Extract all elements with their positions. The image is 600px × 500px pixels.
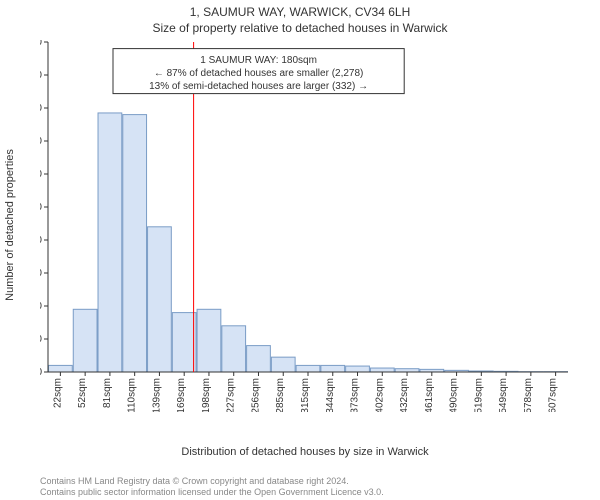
- svg-text:549sqm: 549sqm: [498, 378, 509, 412]
- histogram-bar: [271, 357, 295, 372]
- annotation-line: ← 87% of detached houses are smaller (2,…: [154, 68, 364, 79]
- annotation-line: 1 SAUMUR WAY: 180sqm: [200, 55, 317, 66]
- chart-container: Number of detached properties 0100200300…: [40, 40, 570, 410]
- histogram-bar: [98, 113, 122, 372]
- histogram-bar: [73, 309, 97, 372]
- svg-text:344sqm: 344sqm: [325, 378, 336, 412]
- histogram-bar: [321, 365, 345, 372]
- page-subtitle: Size of property relative to detached ho…: [0, 19, 600, 39]
- svg-text:373sqm: 373sqm: [350, 378, 361, 412]
- svg-text:500: 500: [40, 202, 42, 213]
- svg-text:900: 900: [40, 70, 42, 81]
- histogram-chart: 0 100 200 300 400 500 600 700 800 900 1000 22sqm 52s…: [40, 40, 572, 412]
- svg-text:285sqm: 285sqm: [275, 378, 286, 412]
- svg-text:256sqm: 256sqm: [250, 378, 261, 412]
- svg-text:600: 600: [40, 169, 42, 180]
- svg-text:110sqm: 110sqm: [127, 378, 138, 412]
- histogram-bar: [370, 368, 394, 372]
- svg-text:800: 800: [40, 103, 42, 114]
- histogram-bar: [346, 366, 370, 372]
- svg-text:432sqm: 432sqm: [399, 378, 410, 412]
- histogram-bar: [49, 365, 73, 372]
- histogram-bar: [172, 313, 196, 372]
- footer-line-2: Contains public sector information licen…: [40, 487, 600, 498]
- footer-line-1: Contains HM Land Registry data © Crown c…: [40, 476, 600, 487]
- svg-text:607sqm: 607sqm: [548, 378, 559, 412]
- svg-text:490sqm: 490sqm: [449, 378, 460, 412]
- footer-attribution: Contains HM Land Registry data © Crown c…: [0, 476, 600, 498]
- svg-text:81sqm: 81sqm: [102, 378, 113, 408]
- svg-text:52sqm: 52sqm: [77, 378, 88, 408]
- x-axis-label: Distribution of detached houses by size …: [181, 446, 428, 458]
- svg-text:300: 300: [40, 268, 42, 279]
- svg-text:139sqm: 139sqm: [151, 378, 162, 412]
- svg-text:700: 700: [40, 136, 42, 147]
- svg-text:0: 0: [40, 367, 42, 378]
- histogram-bar: [148, 227, 172, 372]
- svg-text:227sqm: 227sqm: [226, 378, 237, 412]
- svg-text:200: 200: [40, 301, 42, 312]
- annotation-line: 13% of semi-detached houses are larger (…: [149, 81, 368, 92]
- histogram-bar: [247, 346, 271, 372]
- svg-text:315sqm: 315sqm: [300, 378, 311, 412]
- svg-text:198sqm: 198sqm: [201, 378, 212, 412]
- svg-text:100: 100: [40, 334, 42, 345]
- svg-text:578sqm: 578sqm: [523, 378, 534, 412]
- histogram-bar: [197, 309, 221, 372]
- y-axis-label: Number of detached properties: [4, 149, 16, 301]
- histogram-bar: [123, 115, 147, 372]
- svg-text:1000: 1000: [40, 40, 42, 48]
- svg-text:402sqm: 402sqm: [374, 378, 385, 412]
- histogram-bar: [296, 365, 320, 372]
- svg-text:519sqm: 519sqm: [473, 378, 484, 412]
- svg-text:461sqm: 461sqm: [424, 378, 435, 412]
- svg-text:400: 400: [40, 235, 42, 246]
- page-title-address: 1, SAUMUR WAY, WARWICK, CV34 6LH: [0, 0, 600, 19]
- svg-text:22sqm: 22sqm: [52, 378, 63, 408]
- svg-text:169sqm: 169sqm: [176, 378, 187, 412]
- histogram-bar: [222, 326, 246, 372]
